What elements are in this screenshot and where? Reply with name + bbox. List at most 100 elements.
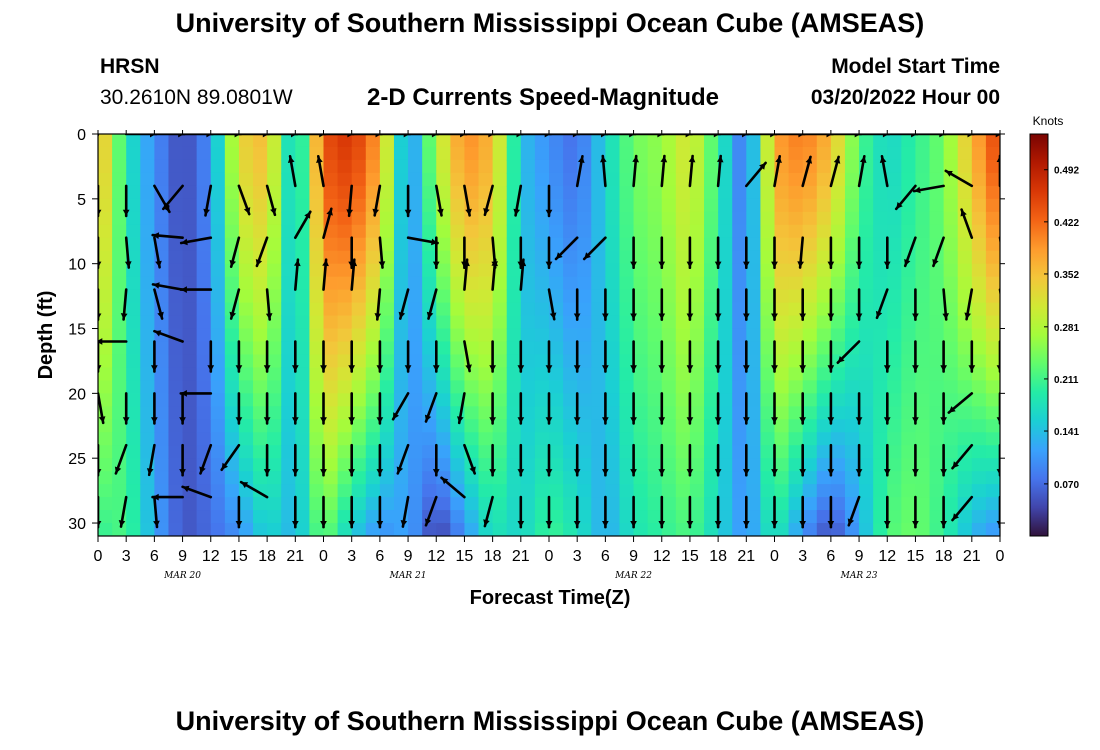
heatmap-cell — [506, 237, 522, 252]
heatmap-cell — [788, 354, 804, 369]
heatmap-cell — [224, 484, 240, 498]
heatmap-cell — [224, 380, 240, 394]
heatmap-cell — [422, 185, 437, 200]
heatmap-cell — [98, 315, 113, 330]
current-arrow — [220, 443, 241, 472]
heatmap-cell — [492, 134, 508, 148]
heatmap-cell — [238, 406, 254, 420]
heatmap-cell — [534, 380, 550, 394]
heatmap-cell — [450, 341, 466, 356]
heatmap-cell — [478, 211, 494, 226]
heatmap-cell — [985, 250, 1000, 265]
heatmap-cell — [661, 263, 677, 278]
heatmap-cell — [901, 445, 917, 459]
heatmap-cell — [112, 393, 127, 407]
x-tick-label: 21 — [963, 548, 981, 565]
heatmap-cell — [126, 289, 141, 304]
heatmap-cell — [436, 224, 451, 239]
heatmap-cell — [746, 146, 761, 161]
heatmap-cell — [379, 185, 395, 200]
heatmap-cell — [365, 367, 381, 381]
heatmap-cell — [267, 471, 282, 485]
heatmap-cell — [168, 237, 184, 252]
heatmap-cell — [210, 367, 226, 381]
heatmap-cell — [464, 471, 480, 485]
heatmap-cell — [379, 471, 395, 485]
current-arrow — [743, 443, 750, 477]
heatmap-cell — [224, 406, 240, 420]
heatmap-cell — [929, 367, 945, 381]
current-arrow — [265, 134, 299, 138]
heatmap-cell — [915, 224, 931, 239]
colorbar-tick-label: 0.281 — [1054, 323, 1079, 334]
heatmap-cell — [323, 237, 339, 252]
heatmap-cell — [746, 328, 761, 343]
heatmap-cell — [985, 237, 1000, 252]
heatmap-cell — [436, 146, 451, 161]
heatmap-cell — [859, 302, 874, 317]
heatmap-cell — [704, 250, 719, 265]
current-arrow — [883, 236, 891, 270]
heatmap-cell — [689, 198, 705, 213]
heatmap-cell — [436, 354, 451, 369]
heatmap-cell — [154, 458, 170, 472]
heatmap-cell — [450, 172, 466, 187]
heatmap-cell — [464, 406, 480, 420]
heatmap-cell — [957, 237, 973, 252]
heatmap-cell — [915, 263, 931, 278]
heatmap-cell — [816, 276, 832, 291]
heatmap-cell — [309, 471, 325, 485]
heatmap-cell — [295, 393, 310, 407]
heatmap-cell — [196, 134, 212, 148]
heatmap-cell — [520, 185, 536, 200]
heatmap-cell — [281, 211, 296, 226]
heatmap-cell — [253, 211, 268, 226]
heatmap-cell — [365, 432, 381, 446]
heatmap-cell — [210, 315, 226, 330]
heatmap-cell — [365, 419, 381, 433]
heatmap-cell — [732, 134, 747, 148]
heatmap-cell — [351, 406, 367, 420]
heatmap-cell — [746, 224, 761, 239]
heatmap-cell — [971, 315, 987, 330]
heatmap-cell — [140, 510, 155, 524]
heatmap-cell — [337, 354, 353, 369]
heatmap-cell — [788, 289, 804, 304]
heatmap-cell — [985, 172, 1000, 187]
heatmap-cell — [238, 159, 254, 174]
heatmap-cell — [534, 341, 550, 356]
heatmap-cell — [210, 432, 226, 446]
heatmap-cell — [408, 172, 423, 187]
current-arrow — [773, 155, 782, 188]
heatmap-cell — [351, 458, 367, 472]
heatmap-cell — [675, 523, 691, 536]
heatmap-cell — [816, 159, 832, 174]
heatmap-cell — [295, 458, 310, 472]
heatmap-cell — [549, 471, 564, 485]
heatmap-cell — [549, 172, 564, 187]
heatmap-cell — [619, 211, 635, 226]
heatmap-cell — [577, 185, 592, 200]
heatmap-cell — [887, 250, 902, 265]
current-arrow — [122, 392, 130, 425]
heatmap-cell — [732, 367, 747, 381]
heatmap-cell — [802, 237, 818, 252]
current-arrow — [265, 184, 277, 217]
heatmap-cell — [238, 471, 254, 485]
heatmap-cell — [520, 263, 536, 278]
current-arrow — [179, 286, 213, 293]
heatmap-cell — [520, 523, 536, 536]
heatmap-cell — [718, 211, 733, 226]
heatmap-cell — [887, 263, 902, 278]
heatmap-cell — [351, 263, 367, 278]
heatmap-cell — [140, 341, 155, 356]
heatmap-cell — [309, 458, 325, 472]
current-arrow — [827, 236, 835, 270]
heatmap-cell — [661, 341, 677, 356]
heatmap-cell — [647, 328, 663, 343]
heatmap-cell — [915, 211, 931, 226]
heatmap-cell — [774, 393, 790, 407]
heatmap-cell — [295, 302, 310, 317]
heatmap-cell — [844, 134, 860, 148]
heatmap-cell — [887, 497, 902, 511]
